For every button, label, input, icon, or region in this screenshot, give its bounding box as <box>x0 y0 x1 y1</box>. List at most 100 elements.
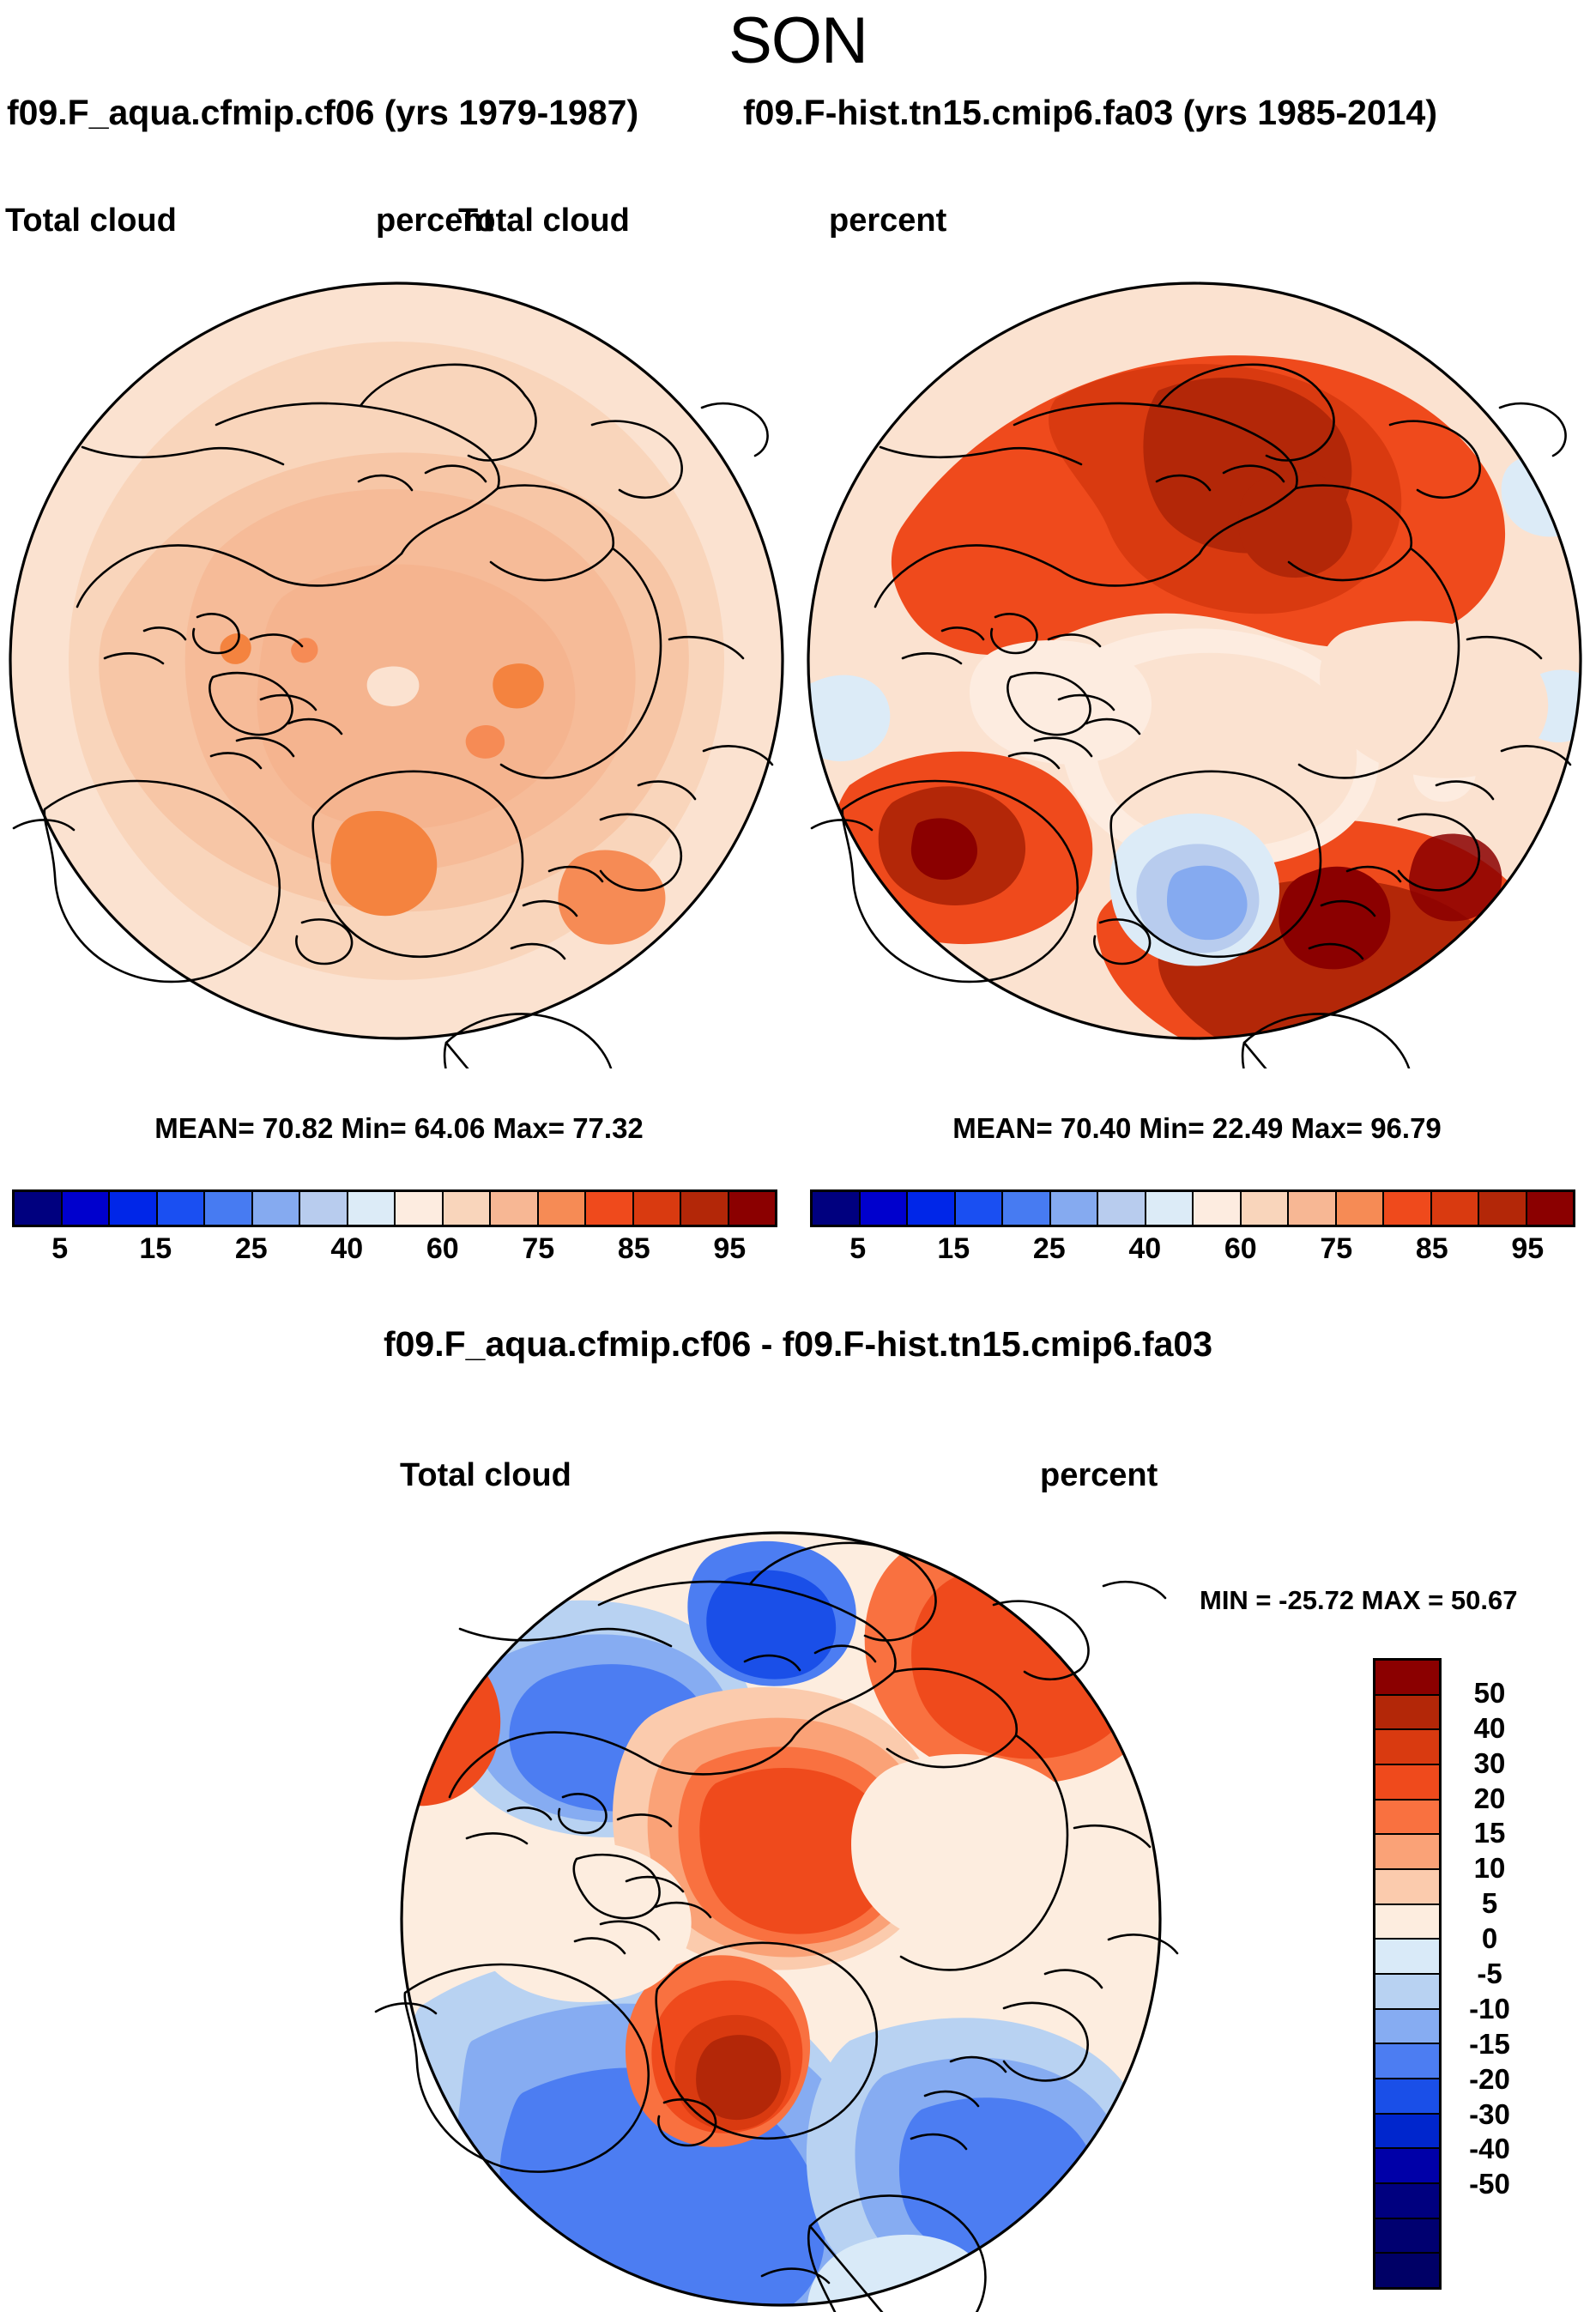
diff-colorbar-swatch <box>1375 2009 1439 2045</box>
difference-panel-title: f09.F_aqua.cfmip.cf06 - f09.F-hist.tn15.… <box>383 1324 1213 1364</box>
colorbar-swatch <box>1384 1192 1432 1225</box>
diff-colorbar-swatch <box>1375 1800 1439 1836</box>
colorbar-swatch <box>1431 1192 1479 1225</box>
diff-colorbar-swatch <box>1375 2114 1439 2150</box>
diff-colorbar-tick-label: 20 <box>1473 1782 1506 1814</box>
right-colorbar-labels: 5 15 25 40 60 75 85 95 <box>810 1232 1575 1272</box>
colorbar-swatch <box>1241 1192 1289 1225</box>
colorbar-swatch <box>586 1192 634 1225</box>
colorbar-swatch <box>491 1192 539 1225</box>
right-units-label: percent <box>829 203 947 239</box>
diff-colorbar-tick-label: -50 <box>1469 2168 1510 2200</box>
colorbar-swatch <box>728 1192 775 1225</box>
diff-map-svg <box>374 1531 1179 2312</box>
colorbar-tick-label: 95 <box>713 1232 747 1265</box>
diff-colorbar-tick-label: -10 <box>1469 1992 1510 2025</box>
colorbar-swatch <box>681 1192 729 1225</box>
colorbar-swatch <box>1003 1192 1051 1225</box>
right-colorbar: 5 15 25 40 60 75 85 95 <box>810 1189 1575 1272</box>
diff-colorbar-tick-label: 10 <box>1473 1852 1506 1885</box>
right-map-coastlines <box>810 363 1572 1068</box>
colorbar-swatch <box>62 1192 110 1225</box>
diff-colorbar-tick-label: 30 <box>1473 1746 1506 1779</box>
diff-field-label: Total cloud <box>400 1457 571 1493</box>
diff-colorbar-swatch <box>1375 1661 1439 1696</box>
diff-colorbar-swatch <box>1375 1904 1439 1940</box>
map-left-model <box>0 270 798 1068</box>
difference-colorbar-labels: 50 40 30 20 15 10 5 0 -5 -10 -15 -20 -30 -40 -50 <box>1450 1658 1553 2290</box>
colorbar-tick-label: 95 <box>1511 1232 1545 1265</box>
colorbar-swatch <box>813 1192 861 1225</box>
colorbar-swatch <box>1526 1192 1573 1225</box>
left-colorbar-swatches <box>12 1189 777 1227</box>
map-left-svg <box>9 281 784 1068</box>
diff-colorbar-swatch <box>1375 1835 1439 1871</box>
right-colorbar-swatches <box>810 1189 1575 1227</box>
colorbar-swatch <box>908 1192 956 1225</box>
colorbar-swatch <box>860 1192 908 1225</box>
colorbar-swatch <box>396 1192 444 1225</box>
diff-map-field <box>402 1533 1160 2305</box>
diff-colorbar-tick-label: -20 <box>1469 2062 1510 2095</box>
colorbar-swatch <box>1146 1192 1194 1225</box>
diff-colorbar-swatch <box>1375 1695 1439 1731</box>
colorbar-tick-label: 85 <box>617 1232 650 1265</box>
diff-colorbar-tick-label: 5 <box>1481 1887 1498 1920</box>
diff-minmax-label: MIN = -25.72 MAX = 50.67 <box>1200 1585 1518 1615</box>
colorbar-tick-label: 5 <box>849 1232 867 1265</box>
colorbar-tick-label: 40 <box>330 1232 364 1265</box>
diff-colorbar-tick-label: 0 <box>1481 1922 1498 1955</box>
colorbar-swatch <box>538 1192 586 1225</box>
map-right-svg <box>807 281 1582 1068</box>
colorbar-swatch <box>205 1192 253 1225</box>
diff-colorbar-swatch <box>1375 2079 1439 2115</box>
left-panel-stats: MEAN= 70.82 Min= 64.06 Max= 77.32 <box>154 1112 644 1144</box>
colorbar-tick-label: 25 <box>1032 1232 1066 1265</box>
colorbar-tick-label: 60 <box>426 1232 459 1265</box>
left-map-rim <box>9 281 784 1040</box>
diff-colorbar-swatch <box>1375 2149 1439 2185</box>
right-field-label: Total cloud <box>458 203 630 239</box>
diff-map-coastlines <box>374 1541 1179 2312</box>
left-field-label: Total cloud <box>5 203 177 239</box>
diff-units-label: percent <box>1040 1457 1158 1493</box>
colorbar-tick-label: 40 <box>1128 1232 1162 1265</box>
diff-colorbar-swatch <box>1375 2218 1439 2255</box>
diff-colorbar-swatch <box>1375 1730 1439 1766</box>
colorbar-swatch <box>110 1192 158 1225</box>
diff-colorbar-swatch <box>1375 2044 1439 2080</box>
right-map-rim <box>807 281 1582 1040</box>
colorbar-swatch <box>1289 1192 1337 1225</box>
right-panel-caption: f09.F-hist.tn15.cmip6.fa03 (yrs 1985-201… <box>743 93 1437 132</box>
left-colorbar-labels: 5 15 25 40 60 75 85 95 <box>12 1232 777 1272</box>
colorbar-tick-label: 85 <box>1415 1232 1448 1265</box>
right-panel-stats: MEAN= 70.40 Min= 22.49 Max= 96.79 <box>952 1112 1442 1144</box>
colorbar-swatch <box>443 1192 491 1225</box>
left-colorbar: 5 15 25 40 60 75 85 95 <box>12 1189 777 1272</box>
colorbar-tick-label: 75 <box>1320 1232 1353 1265</box>
colorbar-swatch <box>15 1192 63 1225</box>
left-map-field <box>10 283 783 1038</box>
colorbar-swatch <box>1479 1192 1527 1225</box>
diff-colorbar-swatch <box>1375 2254 1439 2288</box>
colorbar-swatch <box>633 1192 681 1225</box>
colorbar-tick-label: 25 <box>234 1232 268 1265</box>
diff-colorbar-swatch <box>1375 1940 1439 1976</box>
difference-colorbar-swatches <box>1373 1658 1442 2290</box>
diff-colorbar-tick-label: -40 <box>1469 2133 1510 2165</box>
diff-map-rim <box>400 1531 1162 2307</box>
diff-colorbar-tick-label: -30 <box>1469 2097 1510 2130</box>
diff-colorbar-tick-label: 40 <box>1473 1711 1506 1744</box>
diff-colorbar-tick-label: -5 <box>1477 1958 1502 1989</box>
diff-colorbar-swatch <box>1375 1975 1439 2010</box>
map-difference <box>369 1526 1193 2312</box>
colorbar-tick-label: 75 <box>522 1232 555 1265</box>
left-panel-caption: f09.F_aqua.cfmip.cf06 (yrs 1979-1987) <box>7 93 639 132</box>
diff-colorbar-tick-label: 50 <box>1473 1676 1506 1709</box>
colorbar-swatch <box>1098 1192 1146 1225</box>
colorbar-swatch <box>1336 1192 1384 1225</box>
colorbar-swatch <box>300 1192 348 1225</box>
page-title: SON <box>728 4 868 77</box>
diff-colorbar-swatch <box>1375 1765 1439 1801</box>
colorbar-swatch <box>348 1192 396 1225</box>
